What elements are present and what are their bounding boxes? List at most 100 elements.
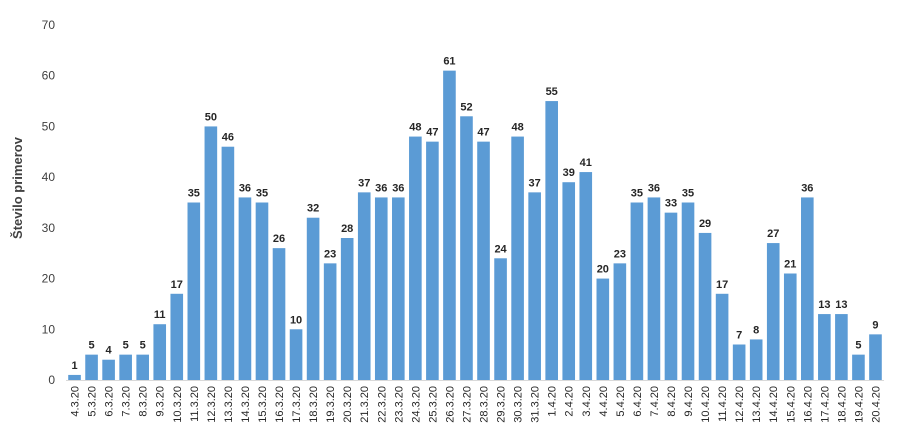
y-tick-label: 10	[42, 322, 56, 336]
data-label: 36	[239, 182, 251, 194]
x-tick-label: 9.3.20	[155, 386, 167, 417]
data-label: 37	[529, 177, 541, 189]
data-label: 36	[648, 182, 660, 194]
bar	[119, 354, 132, 380]
x-tick-label: 5.4.20	[615, 386, 627, 417]
bar	[511, 136, 524, 380]
bar	[852, 354, 865, 380]
bar	[835, 314, 848, 380]
data-label: 48	[511, 122, 523, 134]
bar	[426, 141, 439, 380]
x-tick-label: 20.4.20	[870, 386, 882, 423]
bar	[460, 116, 473, 381]
data-label: 7	[736, 330, 742, 342]
x-tick-label: 7.3.20	[121, 386, 133, 417]
data-label: 47	[477, 127, 489, 139]
bar	[818, 314, 831, 380]
bar	[187, 202, 201, 380]
y-tick-label: 20	[42, 272, 56, 286]
bars	[68, 70, 882, 381]
data-label: 28	[341, 223, 353, 235]
data-label: 36	[392, 182, 404, 194]
data-label: 8	[753, 324, 759, 336]
x-tick-label: 14.4.20	[768, 386, 780, 423]
data-label: 5	[855, 340, 861, 352]
x-tick-label: 4.3.20	[70, 386, 82, 417]
bar	[289, 329, 303, 380]
data-label: 5	[123, 340, 129, 352]
data-label: 46	[222, 132, 234, 144]
data-label: 23	[324, 248, 336, 260]
bar	[732, 344, 746, 380]
data-label: 13	[818, 299, 830, 311]
x-tick-label: 13.3.20	[223, 386, 235, 423]
bar	[766, 243, 780, 380]
bar	[255, 202, 269, 380]
data-label: 21	[784, 259, 796, 271]
x-tick-label: 22.3.20	[376, 386, 388, 423]
data-label: 23	[614, 248, 626, 260]
bar	[306, 217, 320, 380]
bar	[647, 197, 661, 380]
bar	[681, 202, 695, 380]
data-label: 17	[716, 279, 728, 291]
data-label: 48	[409, 122, 421, 134]
bar	[715, 293, 729, 380]
x-tick-label: 11.4.20	[717, 386, 729, 422]
bar	[85, 354, 98, 380]
y-tick-label: 50	[42, 119, 56, 133]
x-tick-label: 2.4.20	[564, 386, 576, 417]
x-tick-label: 21.3.20	[359, 386, 371, 423]
bar	[409, 136, 422, 380]
x-tick-label: 16.3.20	[274, 386, 286, 423]
data-label: 11	[154, 309, 166, 321]
y-axis-label: Število primerov	[10, 136, 25, 239]
x-tick-label: 24.3.20	[410, 386, 422, 423]
bar	[528, 192, 541, 380]
bar	[136, 354, 149, 380]
x-tick-label: 23.3.20	[393, 386, 405, 423]
x-tick-label: 19.4.20	[853, 386, 865, 423]
bar	[664, 212, 678, 380]
y-tick-label: 70	[42, 18, 56, 32]
bar	[102, 359, 115, 380]
x-tick-label: 20.3.20	[342, 386, 354, 423]
data-label: 17	[171, 279, 183, 291]
bar	[579, 172, 593, 380]
x-tick-label: 1.4.20	[547, 386, 559, 417]
x-tick-label: 28.3.20	[479, 386, 491, 423]
data-label: 5	[140, 340, 146, 352]
y-tick-label: 40	[42, 170, 56, 184]
bar	[443, 70, 456, 381]
bar	[630, 202, 644, 380]
data-label: 47	[426, 127, 438, 139]
bar	[374, 197, 388, 380]
data-label: 50	[205, 111, 217, 123]
x-tick-label: 4.4.20	[598, 386, 610, 417]
y-tick-label: 30	[42, 221, 56, 235]
y-tick-label: 0	[48, 373, 55, 387]
data-label: 52	[460, 101, 472, 113]
bar	[204, 126, 218, 380]
data-label: 41	[580, 157, 592, 169]
x-tick-label: 8.4.20	[666, 386, 678, 417]
data-label: 27	[767, 228, 779, 240]
bar	[545, 101, 558, 381]
x-tick-label: 8.3.20	[138, 386, 150, 417]
x-tick-label: 26.3.20	[444, 386, 456, 423]
data-label: 39	[563, 167, 575, 179]
x-tick-label: 29.3.20	[496, 386, 508, 423]
data-label: 4	[106, 345, 113, 357]
data-label: 55	[546, 86, 558, 98]
bar	[749, 339, 763, 380]
x-tick-label: 17.4.20	[819, 386, 831, 423]
bar	[392, 197, 405, 380]
x-tick-label: 10.3.20	[172, 386, 184, 423]
data-label: 61	[443, 56, 455, 68]
data-label: 37	[358, 177, 370, 189]
data-label: 36	[375, 182, 387, 194]
bar	[170, 293, 184, 380]
x-tick-label: 7.4.20	[649, 386, 661, 417]
data-label: 35	[682, 188, 694, 200]
